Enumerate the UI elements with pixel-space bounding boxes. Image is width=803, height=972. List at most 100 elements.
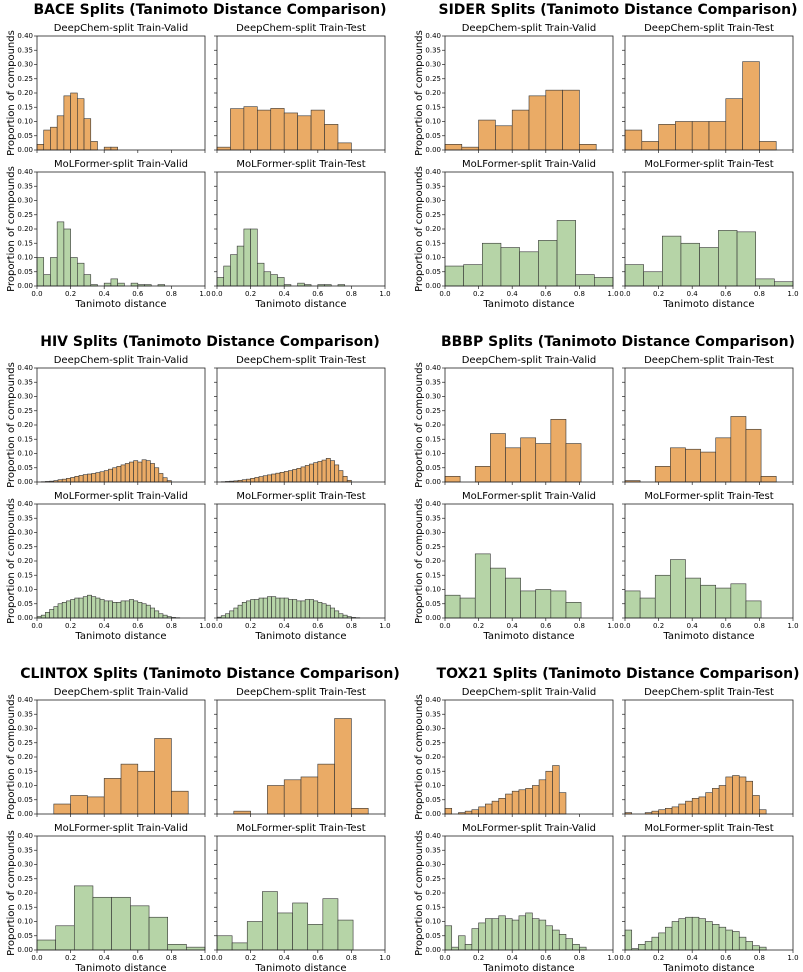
y-tick-label: 0.25 [17, 211, 33, 219]
y-axis-label: Proportion of compounds [6, 362, 17, 488]
y-tick-label: 0.10 [17, 450, 33, 458]
histogram-bar [162, 477, 168, 483]
panel-title: DeepChem-split Train-Valid [54, 687, 189, 698]
histogram-bar [296, 468, 302, 483]
histogram-bar [675, 121, 693, 151]
y-tick-label: 0.10 [425, 450, 441, 458]
histogram-bar [99, 471, 105, 483]
x-tick-label: 0.2 [65, 954, 76, 962]
y-tick-label: 0.05 [17, 600, 33, 608]
histogram-bar [56, 221, 65, 287]
y-tick-label: 0.35 [17, 182, 33, 190]
y-tick-label: 0.00 [425, 478, 441, 486]
y-tick-label: 0.30 [425, 393, 441, 401]
x-tick-label: 0.0 [31, 622, 42, 630]
histogram-bar [297, 282, 305, 287]
histogram-bar [78, 597, 84, 619]
panel-title: MoLFormer-split Train-Valid [462, 491, 596, 502]
y-tick-label: 0.30 [17, 529, 33, 537]
y-tick-label: 0.35 [425, 846, 441, 854]
y-axis-label: Proportion of compounds [6, 830, 17, 956]
histogram-bar [120, 600, 126, 619]
histogram-bar [103, 600, 109, 619]
x-tick-label: 1.0 [199, 954, 210, 962]
histogram-bar [575, 274, 595, 287]
histogram-bar [535, 443, 552, 483]
histogram-bar [36, 939, 56, 951]
chart-title: HIV Splits (Tanimoto Distance Comparison… [40, 334, 379, 350]
histogram-bar [216, 277, 225, 287]
y-tick-label: 0.10 [17, 118, 33, 126]
x-tick-label: 0.6 [312, 954, 324, 962]
histogram-bar [55, 925, 75, 951]
y-tick-label: 0.05 [425, 132, 441, 140]
x-axis-label: Tanimoto distance [482, 299, 574, 310]
y-tick-label: 0.15 [425, 435, 441, 443]
y-tick-label: 0.15 [425, 903, 441, 911]
y-tick-label: 0.20 [425, 225, 441, 233]
histogram-bar [292, 599, 298, 619]
histogram-bar [277, 277, 285, 287]
histogram-bar [263, 271, 272, 287]
y-tick-label: 0.15 [425, 767, 441, 775]
histogram-bar [90, 141, 98, 151]
histogram-bar [61, 602, 67, 619]
x-tick-label: 0.2 [653, 290, 664, 298]
histogram-bar [254, 477, 260, 483]
y-axis-label: Proportion of compounds [6, 166, 17, 292]
y-tick-label: 0.35 [17, 710, 33, 718]
panel-title: MoLFormer-split Train-Valid [54, 159, 188, 170]
histogram-bar [275, 472, 281, 483]
histogram-bar [712, 788, 720, 815]
y-tick-label: 0.25 [425, 739, 441, 747]
panel-title: MoLFormer-split Train-Test [644, 159, 773, 170]
y-tick-label: 0.30 [17, 61, 33, 69]
x-tick-label: 0.2 [245, 622, 256, 630]
histogram-bar [700, 451, 717, 483]
histogram-bar [231, 942, 248, 951]
y-tick-label: 0.10 [17, 782, 33, 790]
histogram-bar [624, 129, 643, 151]
histogram-bar [712, 924, 720, 951]
histogram-bar [317, 602, 323, 619]
histogram-bar [243, 228, 251, 287]
x-tick-label: 0.4 [507, 954, 519, 962]
histogram-bar [137, 602, 143, 619]
x-tick-label: 0.4 [279, 290, 291, 298]
histogram-bar [300, 466, 306, 483]
x-tick-label: 0.4 [687, 622, 699, 630]
x-tick-label: 0.6 [720, 622, 732, 630]
histogram-bar [337, 919, 354, 951]
y-tick-label: 0.00 [17, 478, 33, 486]
histogram-bar [732, 775, 740, 815]
histogram-bar [444, 925, 453, 951]
histogram-bar [112, 467, 118, 483]
histogram-bar [267, 596, 272, 619]
y-tick-label: 0.35 [425, 46, 441, 54]
y-tick-label: 0.30 [425, 529, 441, 537]
histogram-bar [572, 943, 580, 951]
histogram-bar [552, 765, 560, 815]
histogram-bar [49, 609, 55, 619]
histogram-bar [216, 935, 233, 951]
histogram-bar [490, 567, 506, 619]
histogram-bar [246, 478, 251, 483]
histogram-bar [257, 262, 265, 287]
y-tick-label: 0.25 [425, 875, 441, 883]
histogram-bar [229, 610, 235, 619]
histogram-bar [444, 594, 461, 619]
histogram-bar [50, 126, 58, 151]
histogram-bar [237, 604, 243, 619]
histogram-bar [250, 228, 258, 287]
x-tick-label: 1.0 [787, 954, 798, 962]
histogram-bar [70, 599, 76, 619]
plot-frame [216, 367, 386, 483]
x-tick-label: 0.8 [346, 290, 357, 298]
x-tick-label: 0.0 [211, 622, 222, 630]
histogram-bar [658, 809, 666, 815]
y-tick-label: 0.20 [17, 225, 33, 233]
histogram-bar [495, 125, 513, 151]
histogram-bar [154, 467, 160, 483]
histogram-bar [150, 607, 155, 619]
y-tick-label: 0.05 [17, 464, 33, 472]
